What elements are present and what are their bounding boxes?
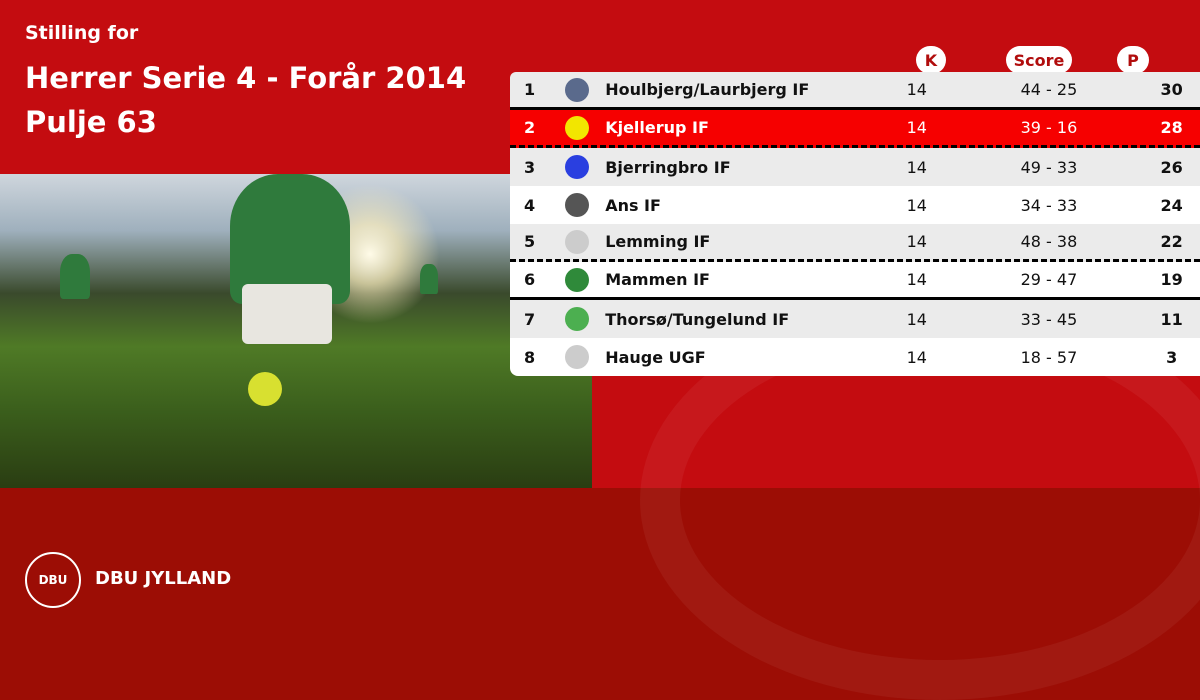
points: 24 xyxy=(1160,195,1183,215)
team-name: Ans IF xyxy=(605,195,661,215)
football-photo xyxy=(0,174,592,488)
page-title: Herrer Serie 4 - Forår 2014 Pulje 63 xyxy=(25,56,466,144)
team-logo-icon xyxy=(549,307,606,331)
team-name: Thorsø/Tungelund IF xyxy=(605,309,790,329)
crest-icon xyxy=(564,115,589,140)
matches-played: 14 xyxy=(906,195,927,215)
points: 26 xyxy=(1160,157,1183,177)
position: 3 xyxy=(524,157,536,177)
points: 19 xyxy=(1160,270,1183,289)
goal-score: 48 - 38 xyxy=(1020,232,1078,251)
position: 8 xyxy=(524,347,536,367)
team-name: Bjerringbro IF xyxy=(605,157,731,177)
column-header-k: K xyxy=(916,46,946,74)
goal-score: 39 - 16 xyxy=(1020,118,1078,137)
matches-played: 14 xyxy=(906,270,927,289)
player-shorts xyxy=(242,284,332,344)
player xyxy=(60,254,90,299)
column-header-score: Score xyxy=(1006,46,1072,74)
team-name: Kjellerup IF xyxy=(605,118,709,137)
matches-played: 14 xyxy=(906,309,927,329)
table-row: 8 Hauge UGF 14 18 - 57 3 xyxy=(510,338,1200,376)
crest-icon xyxy=(564,267,589,292)
points: 22 xyxy=(1160,232,1183,251)
position: 4 xyxy=(524,195,536,215)
player xyxy=(230,174,350,304)
player xyxy=(420,264,438,294)
table-row: 4 Ans IF 14 34 - 33 24 xyxy=(510,186,1200,224)
points: 3 xyxy=(1166,347,1178,367)
crest-icon xyxy=(564,307,589,331)
title-line-1: Herrer Serie 4 - Forår 2014 xyxy=(25,61,467,95)
table-row: 1 Houlbjerg/Laurbjerg IF 14 44 - 25 30 xyxy=(510,72,1200,110)
title-line-2: Pulje 63 xyxy=(25,105,157,139)
position: 2 xyxy=(524,118,536,137)
goal-score: 49 - 33 xyxy=(1020,157,1078,177)
points: 28 xyxy=(1160,118,1183,137)
team-logo-icon xyxy=(549,193,606,217)
team-logo-icon xyxy=(549,77,606,102)
table-row: 5 Lemming IF 14 48 - 38 22 xyxy=(510,224,1200,262)
matches-played: 14 xyxy=(906,232,927,251)
position: 7 xyxy=(524,309,536,329)
dbu-logo: DBU xyxy=(25,552,81,608)
team-logo-icon xyxy=(549,155,606,179)
crest-icon xyxy=(564,155,589,179)
column-header-p: P xyxy=(1117,46,1149,74)
goal-score: 34 - 33 xyxy=(1020,195,1078,215)
team-logo-icon xyxy=(549,115,606,140)
points: 11 xyxy=(1160,309,1183,329)
goal-score: 33 - 45 xyxy=(1020,309,1078,329)
points: 30 xyxy=(1160,80,1183,99)
crest-icon xyxy=(564,229,589,254)
position: 5 xyxy=(524,232,536,251)
crest-icon xyxy=(564,77,589,102)
crest-icon xyxy=(564,345,589,369)
matches-played: 14 xyxy=(906,157,927,177)
goal-score: 44 - 25 xyxy=(1020,80,1078,99)
team-logo-icon xyxy=(549,267,606,292)
crest-icon xyxy=(564,193,589,217)
team-name: Mammen IF xyxy=(605,270,710,289)
position: 1 xyxy=(524,80,536,99)
standings-table: 1 Houlbjerg/Laurbjerg IF 14 44 - 25 30 2 Kjell… xyxy=(510,72,1200,376)
table-row: 2 Kjellerup IF 14 39 - 16 28 xyxy=(510,110,1200,148)
table-row: 3 Bjerringbro IF 14 49 - 33 26 xyxy=(510,148,1200,186)
goal-score: 18 - 57 xyxy=(1020,347,1078,367)
team-name: Lemming IF xyxy=(605,232,711,251)
team-name: Hauge UGF xyxy=(605,347,706,367)
team-logo-icon xyxy=(549,229,606,254)
football xyxy=(248,372,282,406)
position: 6 xyxy=(524,270,536,289)
table-row: 7 Thorsø/Tungelund IF 14 33 - 45 11 xyxy=(510,300,1200,338)
subtitle: Stilling for xyxy=(25,22,139,44)
team-logo-icon xyxy=(549,345,606,369)
table-row: 6 Mammen IF 14 29 - 47 19 xyxy=(510,262,1200,300)
matches-played: 14 xyxy=(906,347,927,367)
goal-score: 29 - 47 xyxy=(1020,270,1078,289)
team-name: Houlbjerg/Laurbjerg IF xyxy=(605,80,810,99)
org-name: DBU JYLLAND xyxy=(95,568,232,589)
matches-played: 14 xyxy=(906,80,927,99)
matches-played: 14 xyxy=(906,118,927,137)
